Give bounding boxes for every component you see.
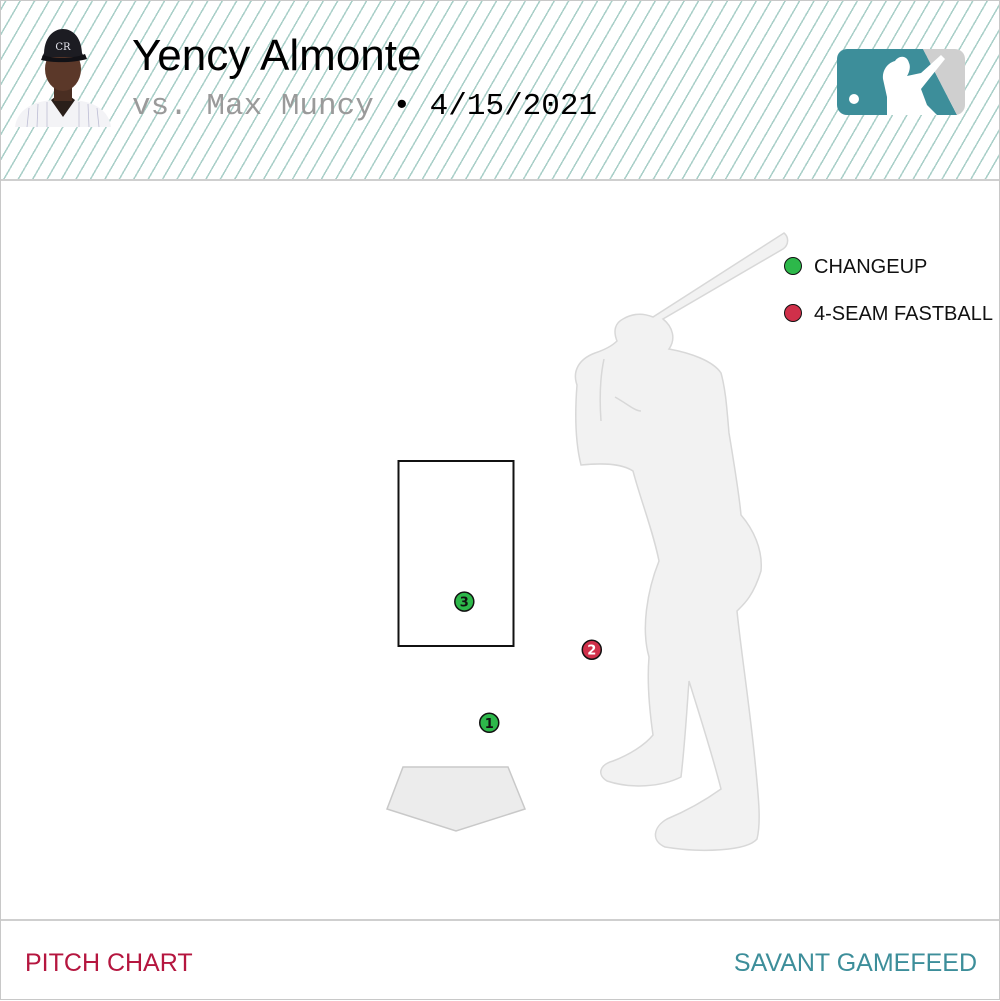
- pitch-markers: 1 2 3: [454, 591, 603, 734]
- mlb-logo-icon: [837, 49, 965, 115]
- changeup-swatch: [784, 257, 802, 275]
- four-seam-fastball-swatch: [784, 304, 802, 322]
- pitch-dot[interactable]: [479, 712, 500, 734]
- strike-zone: [397, 460, 515, 647]
- pitch-dot[interactable]: [581, 639, 603, 660]
- subtitle: vs. Max Muncy • 4/15/2021: [132, 89, 597, 124]
- game-date: 4/15/2021: [429, 89, 598, 124]
- legend-label: CHANGEUP: [814, 256, 928, 278]
- legend-label: 4-SEAM FASTBALL: [814, 303, 993, 325]
- pitch-number: 2: [587, 644, 596, 659]
- pitcher-name: Yency Almonte: [132, 31, 422, 80]
- pitch-marker[interactable]: 1: [479, 712, 500, 734]
- pitch-marker[interactable]: 3: [454, 591, 475, 612]
- batter-silhouette-icon: [574, 232, 789, 851]
- home-plate-icon: [386, 766, 526, 832]
- pitch-number: 3: [460, 596, 469, 611]
- opponent-batter: vs. Max Muncy: [132, 89, 374, 124]
- savant-gamefeed-link[interactable]: SAVANT GAMEFEED: [733, 949, 977, 977]
- player-headshot-icon: CR: [15, 29, 111, 127]
- svg-text:CR: CR: [55, 42, 71, 53]
- footer: PITCH CHART SAVANT GAMEFEED: [1, 919, 999, 1001]
- header: CR Yency Almonte vs. Max Muncy • 4/15/20…: [1, 1, 999, 181]
- pitch-location-chart: 1 2 3: [386, 232, 789, 851]
- pitch-number: 1: [485, 717, 494, 732]
- separator: •: [392, 89, 412, 124]
- pitch-dot[interactable]: [454, 591, 475, 612]
- pitch-chart-label[interactable]: PITCH CHART: [25, 949, 193, 977]
- pitch-marker[interactable]: 2: [581, 639, 603, 660]
